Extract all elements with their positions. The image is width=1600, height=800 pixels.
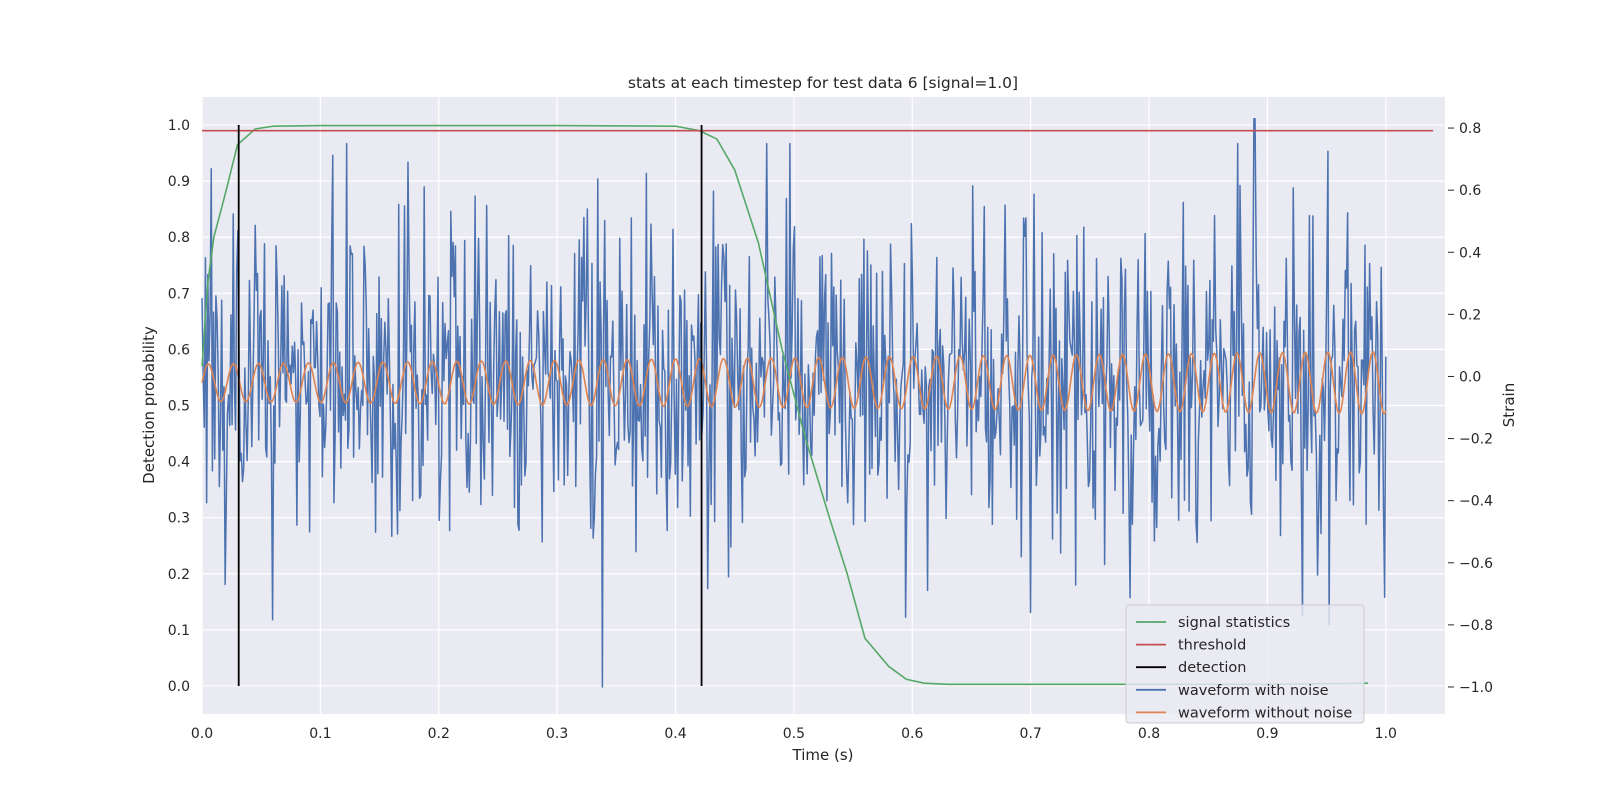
series-layer: [201, 117, 1434, 688]
y-tick-label: 1.0: [168, 118, 190, 134]
y-axis-label: Detection probability: [140, 326, 158, 484]
axes: 0.0 0.1 0.2 0.3 0.4 0.5 0.6 0.7 0.8 0.9 1.0 0.0 0.1 0…: [168, 118, 1493, 742]
y2-tick-label: 0.2: [1459, 307, 1481, 323]
signal-statistics-line: [201, 124, 1369, 686]
legend-label: waveform without noise: [1178, 705, 1352, 721]
y2-axis-label: Strain: [1500, 383, 1518, 427]
x-tick-label: 0.5: [783, 726, 805, 742]
x-tick-label: 0.3: [546, 726, 568, 742]
x-tick-label: 0.8: [1138, 726, 1160, 742]
x-tick-label: 0.2: [428, 726, 450, 742]
x-tick-label: 0.6: [901, 726, 923, 742]
legend-label: waveform with noise: [1178, 683, 1329, 699]
y2-tick-label: 0.8: [1459, 121, 1481, 137]
y-tick-label: 0.4: [168, 455, 190, 471]
y2-tick-label: 0.6: [1459, 183, 1481, 199]
y2-tick-label: −0.8: [1459, 618, 1493, 634]
y-tick-label: 0.6: [168, 342, 190, 358]
legend-box: [1125, 604, 1365, 724]
x-tick-label: 0.1: [309, 726, 331, 742]
x-tick-label: 0.4: [664, 726, 686, 742]
legend-label: threshold: [1178, 638, 1246, 654]
y2-tick-label: −0.6: [1459, 556, 1493, 572]
y2-tick-label: 0.0: [1459, 369, 1481, 385]
y-tick-label: 0.9: [168, 174, 190, 190]
x-tick-label: 0.9: [1256, 726, 1278, 742]
y-tick-label: 0.5: [168, 399, 190, 415]
y-tick-label: 0.2: [168, 567, 190, 583]
y2-tick-label: −0.2: [1459, 432, 1493, 448]
waveform-without-noise-line: [201, 350, 1387, 415]
y-tick-label: 0.7: [168, 286, 190, 302]
y-tick-label: 0.1: [168, 623, 190, 639]
x-tick-label: 1.0: [1375, 726, 1397, 742]
waveform-with-noise-line: [201, 117, 1387, 688]
y2-tick-label: −0.4: [1459, 494, 1493, 510]
legend-label: detection: [1178, 660, 1246, 676]
x-tick-label: 0.0: [191, 726, 213, 742]
legend-label: signal statistics: [1178, 615, 1290, 631]
y2-tick-label: 0.4: [1459, 245, 1481, 261]
y2-tick-label: −1.0: [1459, 680, 1493, 696]
x-tick-label: 0.7: [1020, 726, 1042, 742]
legend: signal statistics threshold detection wavef…: [1125, 604, 1365, 724]
y-tick-label: 0.3: [168, 511, 190, 527]
y-tick-label: 0.8: [168, 230, 190, 246]
y-tick-label: 0.0: [168, 679, 190, 695]
chart-title: stats at each timestep for test data 6 […: [628, 74, 1018, 92]
x-axis-label: Time (s): [792, 746, 854, 764]
